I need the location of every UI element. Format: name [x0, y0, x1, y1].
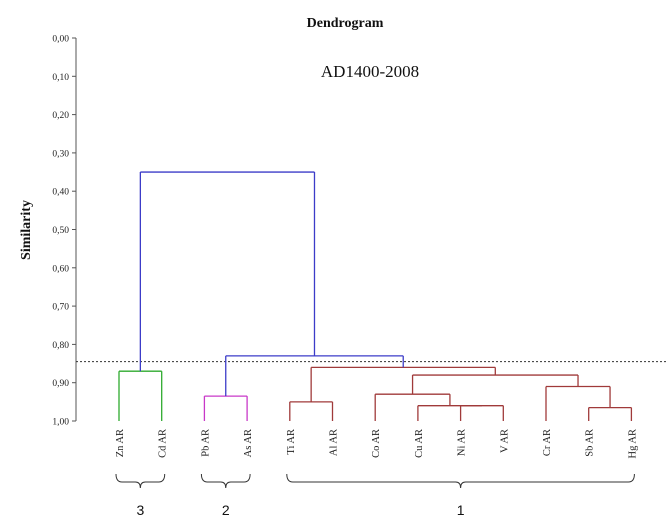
- leaf-label: Cr AR: [542, 429, 553, 456]
- y-tick-label: 0,80: [52, 341, 69, 351]
- leaf-label: As AR: [243, 429, 254, 457]
- y-tick-label: 0,10: [52, 73, 69, 83]
- y-tick-label: 1,00: [52, 418, 69, 428]
- y-tick-label: 0,30: [52, 149, 69, 159]
- y-tick-label: 0,20: [52, 111, 69, 121]
- leaf-label: Zn AR: [115, 429, 126, 457]
- group-brace: [115, 473, 166, 489]
- group-label: 3: [136, 502, 144, 518]
- y-tick-label: 0,00: [52, 35, 69, 45]
- leaf-label: Sb AR: [585, 429, 596, 457]
- y-tick-label: 0,90: [52, 379, 69, 389]
- leaf-label: Hg AR: [627, 429, 638, 458]
- group-brace: [200, 473, 251, 489]
- leaf-label: V AR: [499, 429, 510, 453]
- y-tick-label: 0,60: [52, 264, 69, 274]
- group-brace: [286, 473, 635, 489]
- group-label: 2: [222, 502, 230, 518]
- leaf-label: Pb AR: [200, 429, 211, 457]
- y-tick-label: 0,50: [52, 226, 69, 236]
- plot-area: 0,00 0,10 0,20 0,30 0,40 0,50 0,60 0,70 0,80 0,90…: [52, 35, 668, 518]
- leaf-label: Al AR: [329, 429, 340, 456]
- chart-subtitle: AD1400-2008: [321, 62, 419, 81]
- y-tick-label: 0,40: [52, 188, 69, 198]
- leaf-label: Cu AR: [414, 429, 425, 458]
- group-label: 1: [457, 502, 465, 518]
- leaf-label: Co AR: [371, 429, 382, 458]
- chart-title: Dendrogram: [307, 16, 384, 31]
- y-axis-label: Similarity: [19, 200, 34, 260]
- leaf-label: Ti AR: [286, 429, 297, 455]
- leaf-label: Ni AR: [457, 429, 468, 456]
- leaf-label: Cd AR: [158, 429, 169, 458]
- y-tick-label: 0,70: [52, 303, 69, 313]
